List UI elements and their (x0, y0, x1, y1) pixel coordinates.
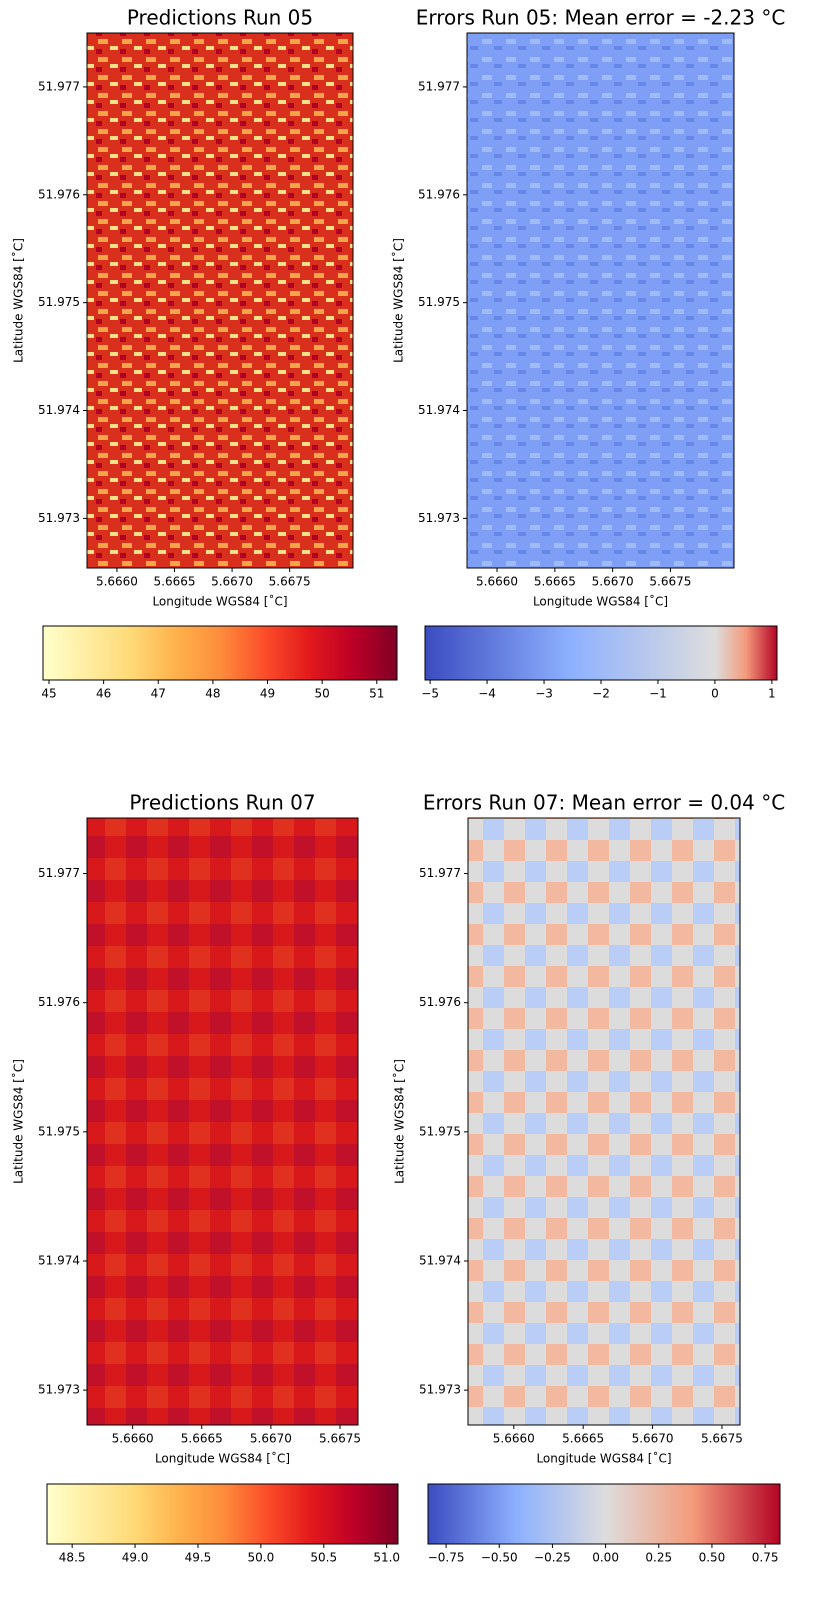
colorbar-tick-label: 0.75 (752, 1551, 779, 1565)
colorbar-tick-label: 46 (96, 687, 111, 701)
colorbar-tick-label: 0.25 (645, 1551, 672, 1565)
panel-title: Predictions Run 05 (127, 6, 313, 30)
y-axis-label: Latitude WGS84 [˚C] (392, 1059, 407, 1184)
y-tick-label: 51.975 (419, 1124, 461, 1138)
y-tick-label: 51.973 (418, 511, 460, 525)
x-tick-label: 5.6675 (319, 1432, 361, 1446)
y-tick-label: 51.977 (38, 866, 80, 880)
x-axis-label: Longitude WGS84 [˚C] (152, 594, 287, 609)
y-tick-label: 51.973 (38, 1383, 80, 1397)
y-axis-label: Latitude WGS84 [˚C] (391, 238, 406, 363)
heatmap-image (467, 33, 734, 568)
colorbar-tick-label: −0.75 (428, 1551, 465, 1565)
colorbar-tick-label: 49 (260, 687, 275, 701)
x-tick-label: 5.6670 (592, 575, 634, 589)
axes-frame (86, 32, 354, 569)
y-tick-label: 51.976 (38, 187, 80, 201)
colorbar-tick-label: 51 (369, 687, 384, 701)
colorbar-tick-label: −0.50 (481, 1551, 518, 1565)
y-tick-label: 51.973 (419, 1383, 461, 1397)
y-tick-label: 51.975 (38, 1124, 80, 1138)
x-tick-label: 5.6660 (112, 1432, 154, 1446)
colorbar (46, 1483, 399, 1545)
y-tick-label: 51.974 (38, 403, 80, 417)
x-tick-label: 5.6670 (211, 575, 253, 589)
heatmap-image (468, 818, 740, 1425)
axes-frame (467, 817, 741, 1426)
x-tick-label: 5.6670 (250, 1432, 292, 1446)
colorbar-tick-label: 49.0 (122, 1551, 149, 1565)
colorbar-tick-label: 50.0 (248, 1551, 275, 1565)
x-tick-label: 5.6675 (701, 1432, 743, 1446)
y-tick-label: 51.976 (419, 995, 461, 1009)
panel-title: Errors Run 05: Mean error = -2.23 °C (416, 6, 786, 30)
y-tick-label: 51.977 (419, 866, 461, 880)
x-axis-label: Longitude WGS84 [˚C] (533, 594, 668, 609)
y-tick-label: 51.976 (418, 187, 460, 201)
colorbar-tick-label: −1 (649, 687, 667, 701)
y-tick-label: 51.974 (38, 1253, 80, 1267)
colorbar-tick-label: 50 (315, 687, 330, 701)
y-axis-label: Latitude WGS84 [˚C] (11, 1059, 26, 1184)
panel-title: Errors Run 07: Mean error = 0.04 °C (423, 791, 785, 815)
colorbar-tick-label: 45 (41, 687, 56, 701)
colorbar-tick-label: 50.5 (310, 1551, 337, 1565)
x-axis-label: Longitude WGS84 [˚C] (155, 1451, 290, 1466)
y-tick-label: 51.975 (38, 295, 80, 309)
axes-frame (86, 817, 359, 1426)
y-tick-label: 51.974 (419, 1253, 461, 1267)
colorbar-tick-label: 48 (205, 687, 220, 701)
colorbar-tick-label: 51.0 (373, 1551, 400, 1565)
panel-title: Predictions Run 07 (129, 791, 315, 815)
y-tick-label: 51.976 (38, 995, 80, 1009)
colorbar-tick-label: 0.50 (699, 1551, 726, 1565)
x-tick-label: 5.6675 (649, 575, 691, 589)
x-tick-label: 5.6660 (493, 1432, 535, 1446)
colorbar-tick-label: −3 (535, 687, 553, 701)
colorbar-tick-label: 48.5 (59, 1551, 86, 1565)
heatmap-image (87, 33, 353, 568)
colorbar-tick-label: 0.00 (592, 1551, 619, 1565)
colorbar-tick-label: −4 (478, 687, 496, 701)
y-tick-label: 51.975 (418, 295, 460, 309)
x-tick-label: 5.6665 (181, 1432, 223, 1446)
colorbar (42, 625, 398, 681)
colorbar-tick-label: 1 (768, 687, 776, 701)
colorbar (427, 1483, 781, 1545)
x-tick-label: 5.6665 (562, 1432, 604, 1446)
x-tick-label: 5.6660 (96, 575, 138, 589)
colorbar-tick-label: −0.25 (534, 1551, 571, 1565)
axes-frame (466, 32, 735, 569)
x-tick-label: 5.6665 (154, 575, 196, 589)
x-tick-label: 5.6675 (269, 575, 311, 589)
y-tick-label: 51.973 (38, 511, 80, 525)
y-tick-label: 51.974 (418, 403, 460, 417)
colorbar-tick-label: −2 (592, 687, 610, 701)
heatmap-image (87, 818, 358, 1425)
x-tick-label: 5.6660 (476, 575, 518, 589)
y-axis-label: Latitude WGS84 [˚C] (11, 238, 26, 363)
colorbar-tick-label: −5 (421, 687, 439, 701)
x-axis-label: Longitude WGS84 [˚C] (536, 1451, 671, 1466)
colorbar-tick-label: 49.5 (185, 1551, 212, 1565)
y-tick-label: 51.977 (38, 79, 80, 93)
colorbar-tick-label: 47 (151, 687, 166, 701)
x-tick-label: 5.6665 (534, 575, 576, 589)
colorbar (424, 625, 778, 681)
y-tick-label: 51.977 (418, 79, 460, 93)
x-tick-label: 5.6670 (632, 1432, 674, 1446)
colorbar-tick-label: 0 (711, 687, 719, 701)
